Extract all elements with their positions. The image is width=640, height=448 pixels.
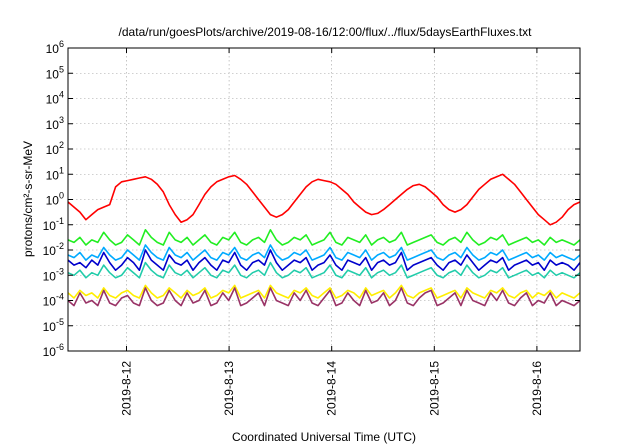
- chart-title: /data/run/goesPlots/archive/2019-08-16/1…: [119, 25, 533, 39]
- y-tick-base: 10: [43, 320, 57, 334]
- x-axis: 2019-8-12 2019-8-13 2019-8-14 2019-8-15 2019…: [119, 48, 544, 416]
- y-tick-base: 10: [46, 67, 60, 81]
- series-line-6: [67, 287, 581, 307]
- y-tick-base: 10: [43, 244, 57, 258]
- series-line-2: [67, 244, 581, 261]
- y-tick-label: 104: [46, 90, 64, 107]
- y-tick-exponent: -4: [56, 292, 64, 302]
- y-tick-label: 10-6: [43, 342, 64, 359]
- x-tick-label: 2019-8-14: [325, 361, 339, 416]
- y-tick-base: 10: [43, 345, 57, 359]
- y-tick-base: 10: [46, 143, 60, 157]
- series-line-0: [67, 173, 581, 226]
- y-tick-base: 10: [46, 93, 60, 107]
- y-tick-exponent: 3: [59, 115, 64, 125]
- y-tick-label: 10-1: [43, 216, 64, 233]
- y-tick-base: 10: [46, 194, 60, 208]
- y-tick-label: 102: [46, 140, 64, 157]
- y-tick-label: 100: [46, 191, 64, 208]
- y-tick-label: 10-5: [43, 317, 64, 334]
- series-line-4: [67, 261, 581, 279]
- y-tick-exponent: 6: [59, 39, 64, 49]
- x-tick-label: 2019-8-15: [427, 361, 441, 416]
- x-tick-label: 2019-8-13: [222, 361, 236, 416]
- y-tick-label: 103: [46, 115, 64, 132]
- y-tick-exponent: 5: [59, 64, 64, 74]
- y-tick-exponent: 1: [59, 165, 64, 175]
- y-tick-base: 10: [43, 295, 57, 309]
- series-line-5: [67, 284, 581, 299]
- y-tick-label: 10-2: [43, 241, 64, 258]
- y-tick-exponent: -1: [56, 216, 64, 226]
- y-tick-label: 101: [46, 165, 64, 182]
- x-axis-label: Coordinated Universal Time (UTC): [232, 430, 416, 444]
- series-layer: [67, 173, 581, 307]
- y-tick-exponent: 0: [59, 191, 64, 201]
- y-tick-exponent: 2: [59, 140, 64, 150]
- y-tick-label: 105: [46, 64, 64, 81]
- series-line-3: [67, 249, 581, 272]
- y-tick-exponent: 4: [59, 90, 64, 100]
- y-tick-exponent: -3: [56, 266, 64, 276]
- y-tick-base: 10: [43, 269, 57, 283]
- y-tick-base: 10: [46, 168, 60, 182]
- y-tick-label: 10-4: [43, 292, 64, 309]
- y-tick-label: 106: [46, 39, 64, 56]
- y-tick-base: 10: [46, 118, 60, 132]
- x-tick-label: 2019-8-12: [119, 361, 133, 416]
- y-axis-label: protons/cm²-s-sr-MeV: [21, 141, 35, 257]
- y-tick-label: 10-3: [43, 266, 64, 283]
- y-axis: 10-610-510-410-310-210-11001011021031041…: [43, 39, 580, 359]
- y-tick-exponent: -2: [56, 241, 64, 251]
- y-tick-exponent: -6: [56, 342, 64, 352]
- y-tick-exponent: -5: [56, 317, 64, 327]
- x-tick-label: 2019-8-16: [530, 361, 544, 416]
- y-tick-base: 10: [43, 219, 57, 233]
- grid: [68, 48, 580, 351]
- y-tick-base: 10: [46, 42, 60, 56]
- series-line-1: [67, 229, 581, 246]
